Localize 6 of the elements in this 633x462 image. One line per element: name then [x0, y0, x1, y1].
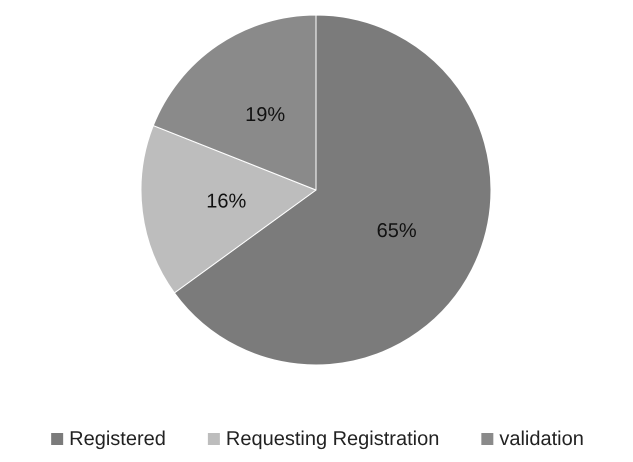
legend-label: Registered — [69, 428, 166, 450]
data-label: 65% — [376, 220, 417, 242]
legend-label: Requesting Registration — [226, 428, 440, 450]
data-label: 16% — [206, 190, 246, 212]
legend-label: validation — [499, 428, 584, 450]
data-label: 19% — [245, 104, 286, 126]
